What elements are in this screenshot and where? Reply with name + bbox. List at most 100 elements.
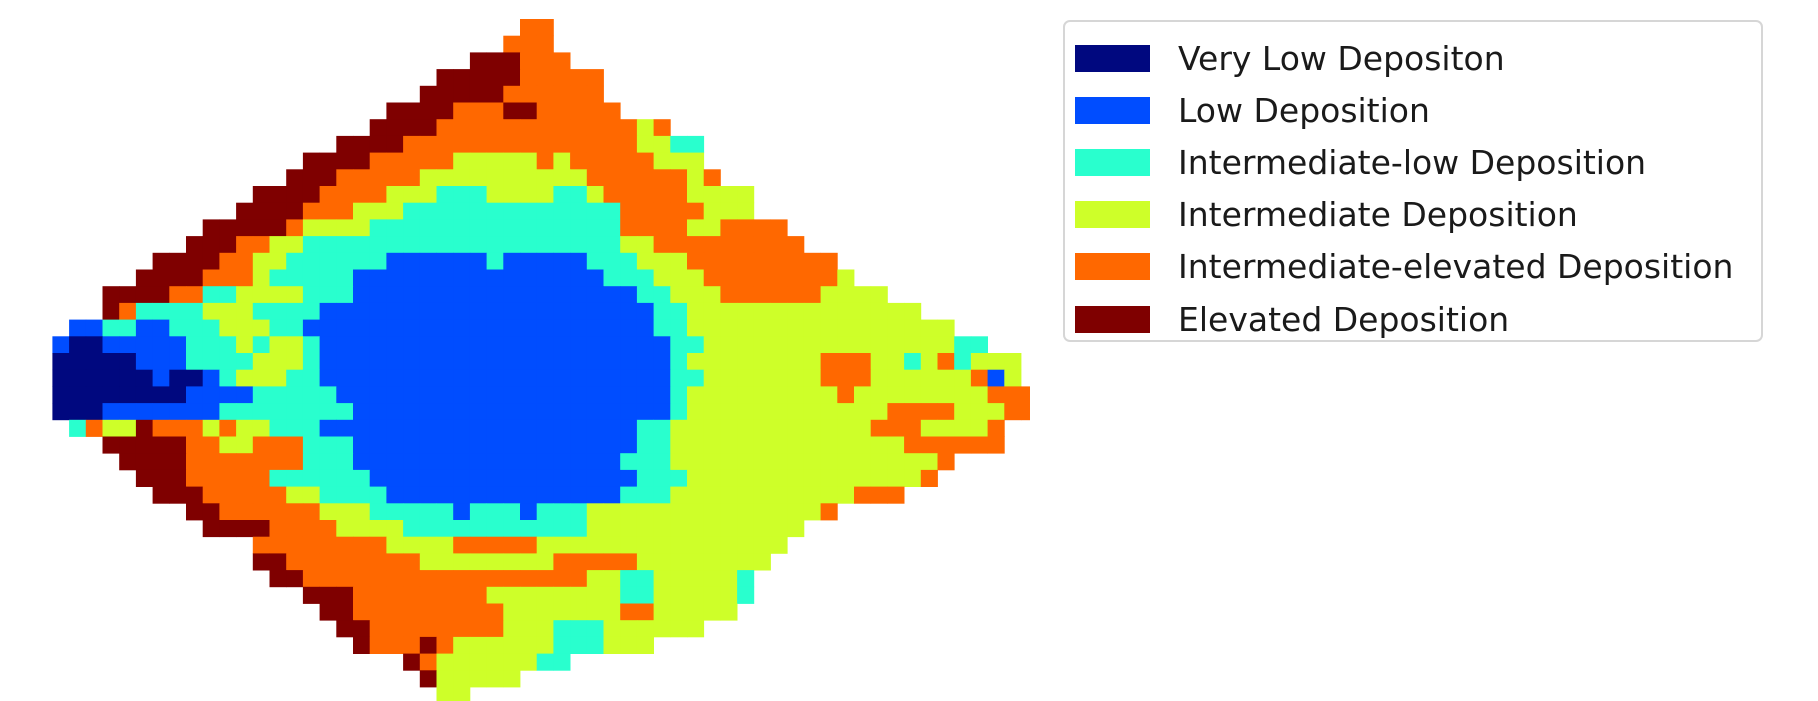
heatmap-cell: [636, 486, 654, 504]
heatmap-cell: [904, 419, 922, 437]
heatmap-cell: [753, 403, 771, 421]
heatmap-cell: [970, 436, 988, 454]
heatmap-cell: [286, 236, 304, 254]
heatmap-cell: [403, 520, 421, 538]
heatmap-cell: [720, 486, 738, 504]
heatmap-cell: [636, 553, 654, 571]
heatmap-cell: [653, 403, 671, 421]
heatmap-cell: [503, 570, 521, 588]
heatmap-cell: [336, 319, 354, 337]
heatmap-cell: [603, 319, 621, 337]
heatmap-cell: [336, 269, 354, 287]
heatmap-cell: [703, 553, 721, 571]
heatmap-cell: [252, 219, 270, 237]
heatmap-cell: [887, 353, 905, 371]
heatmap-cell: [286, 469, 304, 487]
heatmap-cell: [369, 453, 387, 471]
heatmap-cell: [520, 469, 538, 487]
heatmap-cell: [536, 135, 554, 153]
heatmap-cell: [987, 436, 1005, 454]
heatmap-cell: [252, 503, 270, 521]
heatmap-cell: [436, 236, 454, 254]
heatmap-cell: [620, 636, 638, 654]
heatmap-cell: [670, 586, 688, 604]
heatmap-cell: [102, 336, 120, 354]
heatmap-cell: [603, 586, 621, 604]
heatmap-cell: [503, 252, 521, 270]
heatmap-cell: [353, 269, 371, 287]
heatmap-cell: [269, 236, 287, 254]
heatmap-cell: [920, 419, 938, 437]
heatmap-cell: [770, 236, 788, 254]
heatmap-cell: [469, 570, 487, 588]
heatmap-cell: [687, 436, 705, 454]
heatmap-cell: [687, 269, 705, 287]
heatmap-cell: [520, 536, 538, 554]
heatmap-cell: [269, 336, 287, 354]
heatmap-cell: [737, 486, 755, 504]
heatmap-cell: [419, 653, 437, 671]
heatmap-cell: [520, 503, 538, 521]
heatmap-cell: [186, 319, 204, 337]
heatmap-cell: [503, 603, 521, 621]
heatmap-cell: [854, 302, 872, 320]
heatmap-cell: [536, 653, 554, 671]
heatmap-cell: [737, 252, 755, 270]
heatmap-cell: [854, 386, 872, 404]
heatmap-cell: [536, 403, 554, 421]
heatmap-cell: [787, 302, 805, 320]
heatmap-cell: [419, 553, 437, 571]
heatmap-cell: [386, 486, 404, 504]
heatmap-cell: [670, 186, 688, 204]
heatmap-cell: [854, 436, 872, 454]
heatmap-cell: [620, 286, 638, 304]
heatmap-cell: [236, 520, 254, 538]
heatmap-cell: [570, 152, 588, 170]
heatmap-cell: [386, 135, 404, 153]
heatmap-cell: [403, 269, 421, 287]
heatmap-cell: [486, 169, 504, 187]
heatmap-cell: [620, 319, 638, 337]
heatmap-cell: [135, 469, 153, 487]
heatmap-cell: [570, 102, 588, 120]
heatmap-cell: [419, 536, 437, 554]
heatmap-cell: [937, 369, 955, 387]
heatmap-cell: [570, 236, 588, 254]
heatmap-cell: [236, 369, 254, 387]
heatmap-cell: [169, 369, 187, 387]
legend-swatch-intermediate: [1075, 201, 1150, 229]
heatmap-cell: [286, 286, 304, 304]
heatmap-cell: [336, 135, 354, 153]
heatmap-cell: [603, 169, 621, 187]
heatmap-cell: [419, 319, 437, 337]
heatmap-cell: [503, 553, 521, 571]
heatmap-cell: [703, 286, 721, 304]
heatmap-cell: [369, 419, 387, 437]
heatmap-cell: [670, 536, 688, 554]
heatmap-cell: [687, 520, 705, 538]
heatmap-cell: [520, 553, 538, 571]
heatmap-cell: [904, 353, 922, 371]
heatmap-cell: [603, 570, 621, 588]
heatmap-cell: [737, 302, 755, 320]
heatmap-cell: [252, 186, 270, 204]
heatmap-cell: [319, 403, 337, 421]
heatmap-cell: [636, 603, 654, 621]
heatmap-cell: [937, 336, 955, 354]
heatmap-cell: [870, 353, 888, 371]
heatmap-cell: [336, 286, 354, 304]
heatmap-cell: [570, 486, 588, 504]
heatmap-cell: [553, 636, 571, 654]
heatmap-cell: [386, 453, 404, 471]
heatmap-cell: [236, 386, 254, 404]
heatmap-cell: [219, 302, 237, 320]
heatmap-cell: [636, 169, 654, 187]
heatmap-cell: [603, 403, 621, 421]
heatmap-cell: [603, 436, 621, 454]
heatmap-cell: [453, 486, 471, 504]
heatmap-cell: [453, 85, 471, 103]
heatmap-cell: [586, 202, 604, 220]
heatmap-cell: [570, 269, 588, 287]
heatmap-cell: [536, 520, 554, 538]
heatmap-cell: [937, 403, 955, 421]
